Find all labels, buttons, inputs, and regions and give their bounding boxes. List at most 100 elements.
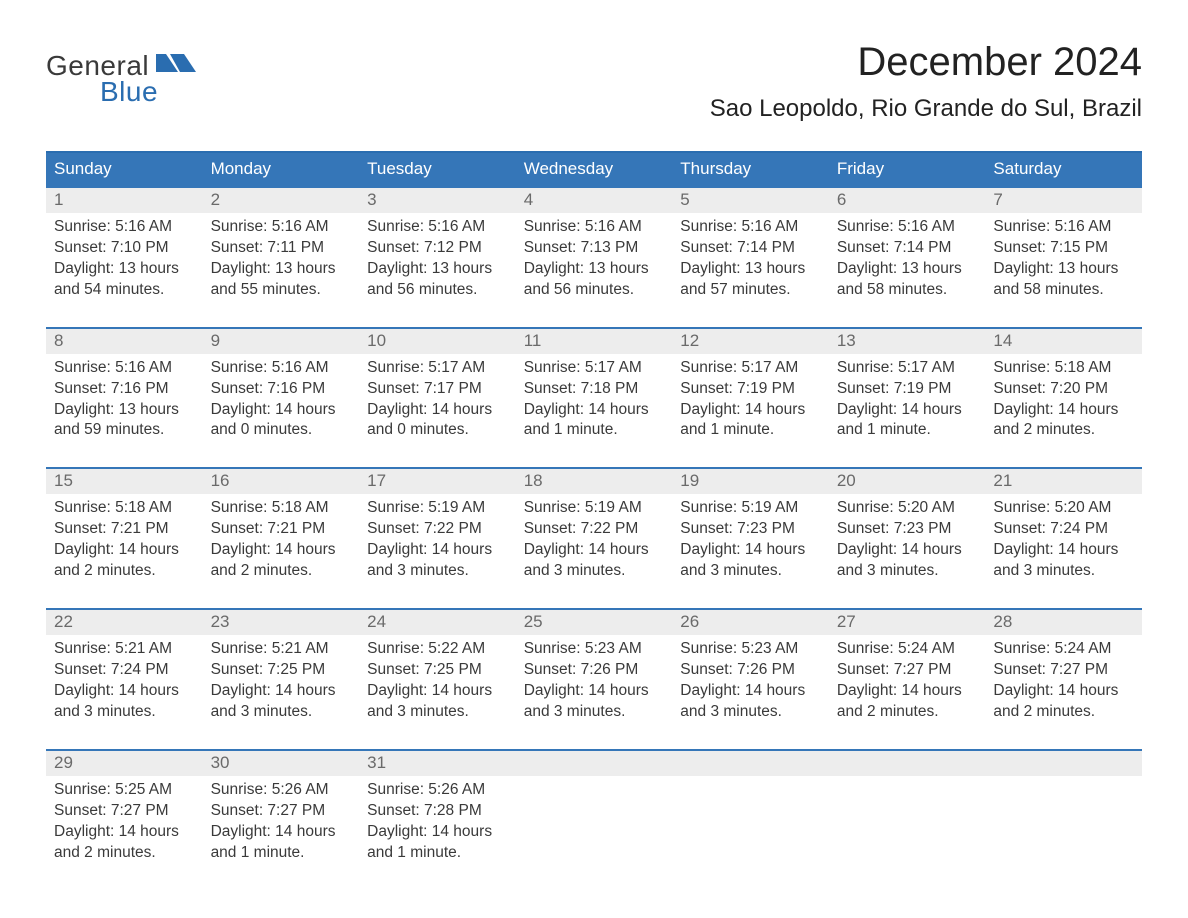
day-cell: Sunrise: 5:18 AMSunset: 7:21 PMDaylight:…: [46, 494, 203, 582]
sunrise-text: Sunrise: 5:18 AM: [993, 358, 1134, 379]
day-number: 28: [985, 610, 1142, 635]
sunrise-text: Sunrise: 5:16 AM: [211, 217, 352, 238]
day-number: 16: [203, 469, 360, 494]
day-cell: Sunrise: 5:25 AMSunset: 7:27 PMDaylight:…: [46, 776, 203, 864]
day-cell: Sunrise: 5:26 AMSunset: 7:27 PMDaylight:…: [203, 776, 360, 864]
daylight-text: Daylight: 14 hours: [993, 681, 1134, 702]
daylight-text: Daylight: 14 hours: [837, 400, 978, 421]
day-number: 24: [359, 610, 516, 635]
sunset-text: Sunset: 7:23 PM: [837, 519, 978, 540]
daylight-text: and 56 minutes.: [524, 280, 665, 301]
day-cell: Sunrise: 5:17 AMSunset: 7:18 PMDaylight:…: [516, 354, 673, 442]
day-number: 14: [985, 329, 1142, 354]
sunset-text: Sunset: 7:16 PM: [54, 379, 195, 400]
day-cell: Sunrise: 5:16 AMSunset: 7:15 PMDaylight:…: [985, 213, 1142, 301]
sunrise-text: Sunrise: 5:23 AM: [524, 639, 665, 660]
day-number: 1: [46, 188, 203, 213]
day-number: 21: [985, 469, 1142, 494]
month-title: December 2024: [710, 40, 1142, 85]
sunset-text: Sunset: 7:10 PM: [54, 238, 195, 259]
sunset-text: Sunset: 7:27 PM: [993, 660, 1134, 681]
daylight-text: and 1 minute.: [837, 420, 978, 441]
sunrise-text: Sunrise: 5:16 AM: [524, 217, 665, 238]
day-number: 19: [672, 469, 829, 494]
sunset-text: Sunset: 7:17 PM: [367, 379, 508, 400]
sunset-text: Sunset: 7:27 PM: [211, 801, 352, 822]
daylight-text: and 3 minutes.: [211, 702, 352, 723]
daylight-text: Daylight: 14 hours: [367, 822, 508, 843]
sunrise-text: Sunrise: 5:16 AM: [54, 358, 195, 379]
daylight-text: and 59 minutes.: [54, 420, 195, 441]
day-number: 20: [829, 469, 986, 494]
day-header: Tuesday: [359, 153, 516, 186]
day-number: 23: [203, 610, 360, 635]
daylight-text: Daylight: 13 hours: [680, 259, 821, 280]
day-header: Friday: [829, 153, 986, 186]
day-cell: Sunrise: 5:16 AMSunset: 7:16 PMDaylight:…: [46, 354, 203, 442]
day-cell: Sunrise: 5:18 AMSunset: 7:20 PMDaylight:…: [985, 354, 1142, 442]
day-cell: Sunrise: 5:16 AMSunset: 7:14 PMDaylight:…: [672, 213, 829, 301]
day-cell: Sunrise: 5:19 AMSunset: 7:22 PMDaylight:…: [359, 494, 516, 582]
day-cell: Sunrise: 5:16 AMSunset: 7:13 PMDaylight:…: [516, 213, 673, 301]
daylight-text: Daylight: 14 hours: [211, 681, 352, 702]
day-header: Thursday: [672, 153, 829, 186]
day-cell: Sunrise: 5:23 AMSunset: 7:26 PMDaylight:…: [516, 635, 673, 723]
daylight-text: and 58 minutes.: [993, 280, 1134, 301]
day-cell: Sunrise: 5:19 AMSunset: 7:22 PMDaylight:…: [516, 494, 673, 582]
sunrise-text: Sunrise: 5:24 AM: [993, 639, 1134, 660]
daylight-text: Daylight: 13 hours: [524, 259, 665, 280]
daylight-text: Daylight: 14 hours: [211, 540, 352, 561]
day-number: 2: [203, 188, 360, 213]
day-number: 17: [359, 469, 516, 494]
sunrise-text: Sunrise: 5:19 AM: [524, 498, 665, 519]
daylight-text: and 54 minutes.: [54, 280, 195, 301]
sunset-text: Sunset: 7:11 PM: [211, 238, 352, 259]
sunset-text: Sunset: 7:18 PM: [524, 379, 665, 400]
sunrise-text: Sunrise: 5:25 AM: [54, 780, 195, 801]
sunrise-text: Sunrise: 5:20 AM: [993, 498, 1134, 519]
sunset-text: Sunset: 7:23 PM: [680, 519, 821, 540]
daylight-text: and 3 minutes.: [367, 561, 508, 582]
sunset-text: Sunset: 7:13 PM: [524, 238, 665, 259]
daylight-text: and 55 minutes.: [211, 280, 352, 301]
daylight-text: Daylight: 13 hours: [211, 259, 352, 280]
day-cell: Sunrise: 5:24 AMSunset: 7:27 PMDaylight:…: [829, 635, 986, 723]
daylight-text: Daylight: 14 hours: [211, 822, 352, 843]
day-cell: [985, 776, 1142, 864]
day-cell: Sunrise: 5:24 AMSunset: 7:27 PMDaylight:…: [985, 635, 1142, 723]
day-number: 31: [359, 751, 516, 776]
daylight-text: and 2 minutes.: [993, 702, 1134, 723]
calendar-week: 293031Sunrise: 5:25 AMSunset: 7:27 PMDay…: [46, 749, 1142, 864]
daylight-text: Daylight: 14 hours: [680, 681, 821, 702]
daylight-text: and 1 minute.: [367, 843, 508, 864]
daylight-text: and 0 minutes.: [211, 420, 352, 441]
daylight-text: and 2 minutes.: [837, 702, 978, 723]
location-subtitle: Sao Leopoldo, Rio Grande do Sul, Brazil: [710, 95, 1142, 123]
calendar-week: 15161718192021Sunrise: 5:18 AMSunset: 7:…: [46, 467, 1142, 582]
day-cell: Sunrise: 5:21 AMSunset: 7:25 PMDaylight:…: [203, 635, 360, 723]
day-number: [672, 751, 829, 776]
day-cell: Sunrise: 5:26 AMSunset: 7:28 PMDaylight:…: [359, 776, 516, 864]
sunrise-text: Sunrise: 5:16 AM: [993, 217, 1134, 238]
day-number: [829, 751, 986, 776]
daylight-text: and 3 minutes.: [837, 561, 978, 582]
calendar-week: 1234567Sunrise: 5:16 AMSunset: 7:10 PMDa…: [46, 186, 1142, 301]
day-cell: [829, 776, 986, 864]
daylight-text: and 2 minutes.: [54, 843, 195, 864]
daylight-text: and 3 minutes.: [524, 561, 665, 582]
daylight-text: Daylight: 13 hours: [54, 259, 195, 280]
sunset-text: Sunset: 7:19 PM: [837, 379, 978, 400]
sunset-text: Sunset: 7:24 PM: [993, 519, 1134, 540]
calendar: Sunday Monday Tuesday Wednesday Thursday…: [46, 151, 1142, 863]
daynum-row: 891011121314: [46, 329, 1142, 354]
day-cell: Sunrise: 5:17 AMSunset: 7:17 PMDaylight:…: [359, 354, 516, 442]
sunrise-text: Sunrise: 5:16 AM: [367, 217, 508, 238]
day-number: [516, 751, 673, 776]
day-number: 13: [829, 329, 986, 354]
sunset-text: Sunset: 7:12 PM: [367, 238, 508, 259]
daylight-text: and 0 minutes.: [367, 420, 508, 441]
daylight-text: Daylight: 14 hours: [54, 822, 195, 843]
day-cell: Sunrise: 5:16 AMSunset: 7:11 PMDaylight:…: [203, 213, 360, 301]
daylight-text: Daylight: 14 hours: [993, 540, 1134, 561]
sunrise-text: Sunrise: 5:26 AM: [367, 780, 508, 801]
